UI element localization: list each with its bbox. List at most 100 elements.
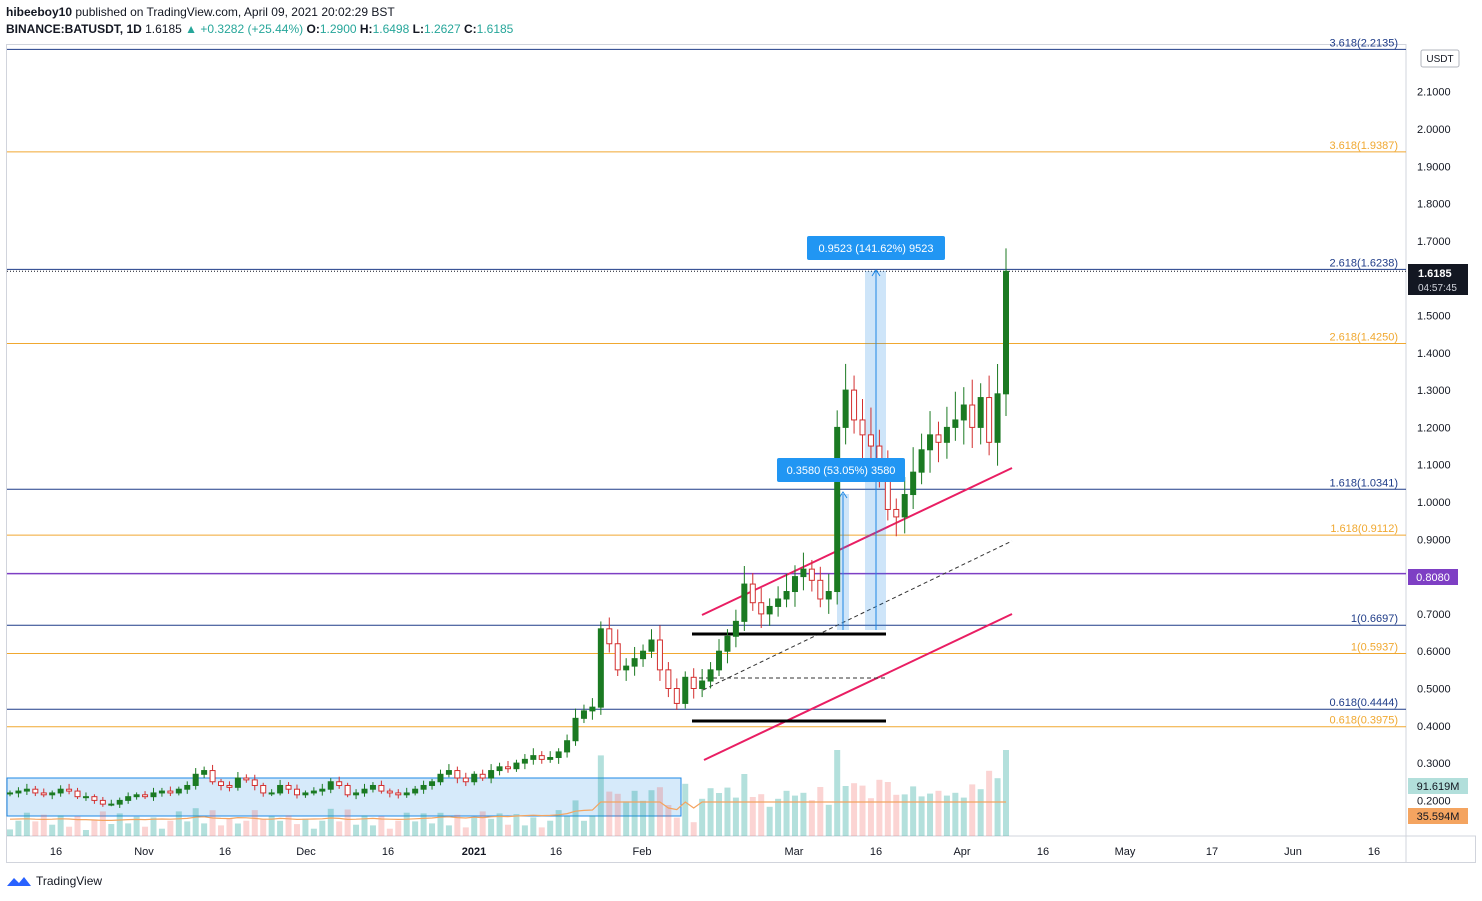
volume-bar [218, 825, 225, 836]
currency-badge[interactable]: USDT [1420, 49, 1460, 68]
candle-body [597, 628, 604, 708]
candle [15, 787, 22, 798]
candle-body [783, 591, 790, 600]
candle-body [369, 784, 376, 790]
candle-body [640, 650, 647, 660]
candle [125, 792, 132, 804]
purple-level-tag: 0.8080 [1408, 569, 1458, 585]
candle-body [158, 790, 165, 794]
candle-body [226, 784, 233, 788]
candle-body [302, 792, 309, 796]
volume-bar [260, 818, 267, 836]
candle-body [910, 471, 917, 496]
volume-bar [716, 793, 723, 836]
candle-body [682, 676, 689, 704]
x-tick-2: 16 [219, 846, 231, 858]
volume-bar [353, 824, 360, 836]
candle-body [791, 576, 798, 593]
volume-value-2: 35.594M [1417, 811, 1460, 823]
last-price: 1.6185 [145, 22, 182, 36]
candle [994, 363, 1001, 466]
price-axis-bg[interactable] [1406, 44, 1476, 836]
fib-label-7: 1(0.5937) [1351, 642, 1398, 654]
candle [766, 598, 773, 626]
last-price-tag: 1.6185 04:57:45 [1408, 264, 1468, 295]
candle [580, 704, 587, 724]
candle-body [125, 796, 132, 801]
volume-bar [732, 797, 739, 836]
candle [910, 447, 917, 509]
price-change: +0.3282 (+25.44%) [200, 22, 304, 36]
volume-tag-2: 35.594M [1408, 808, 1468, 824]
volume-bar [656, 787, 663, 836]
candle-body [353, 792, 360, 796]
candle [783, 573, 790, 608]
candle [201, 766, 208, 779]
volume-bar [589, 815, 596, 836]
author-name[interactable]: hibeeboy10 [6, 5, 73, 19]
candle-body [1003, 270, 1009, 395]
volume-bar [429, 823, 436, 836]
volume-bar [690, 822, 697, 836]
volume-bar [935, 790, 942, 836]
candle [369, 782, 376, 793]
volume-bar [268, 816, 275, 836]
volume-bar [150, 817, 157, 836]
candle-body [386, 790, 393, 794]
candle [7, 790, 13, 797]
fib-label-9: 0.618(0.3975) [1330, 715, 1399, 727]
candle [699, 669, 706, 698]
symbol-label[interactable]: BINANCE:BATUSDT, 1D [6, 22, 142, 36]
volume-bar [293, 824, 300, 836]
candle-body [699, 680, 706, 689]
candle [488, 764, 495, 784]
candle [158, 787, 165, 797]
candle [724, 629, 731, 664]
candle [175, 786, 182, 796]
volume-bar [479, 811, 486, 836]
last-price-value: 1.6185 [1418, 268, 1452, 280]
volume-bar [369, 825, 376, 836]
candle-body [361, 788, 368, 794]
candle [403, 787, 410, 798]
volume-bar [234, 823, 241, 836]
tradingview-footer[interactable]: TradingView [6, 874, 102, 888]
volume-bar [158, 828, 165, 836]
candle-body [817, 579, 824, 600]
volume-bar [395, 820, 402, 836]
x-tick-9: 16 [870, 846, 882, 858]
volume-bar [749, 797, 756, 836]
candle [462, 772, 469, 787]
candle [741, 566, 748, 631]
candle-body [192, 773, 199, 786]
volume-bar [876, 779, 883, 836]
candle [395, 789, 402, 799]
volume-bar [108, 824, 115, 836]
close-value: 1.6185 [476, 22, 514, 36]
volume-bar [783, 790, 790, 836]
candle-body [580, 710, 587, 719]
volume-bar [927, 793, 934, 836]
volume-bar [209, 810, 216, 836]
fib-label-0: 3.618(2.2135) [1330, 37, 1399, 49]
volume-bar [420, 813, 427, 836]
volume-value-1: 91.619M [1417, 781, 1460, 793]
x-tick-13: 17 [1206, 846, 1218, 858]
volume-bar [91, 819, 98, 836]
support-resistance-bars [692, 632, 886, 723]
x-tick-4: 16 [382, 846, 394, 858]
volume-bar [699, 798, 706, 836]
volume-bar [952, 792, 959, 836]
candle-body [547, 757, 554, 760]
volume-bar [201, 823, 208, 836]
candle [631, 646, 638, 676]
volume-bar [775, 798, 782, 836]
candle-body [251, 779, 258, 786]
volume-bar [471, 816, 478, 836]
chart-header: hibeeboy10 published on TradingView.com,… [6, 4, 513, 38]
candle [260, 782, 267, 797]
x-tick-11: 16 [1037, 846, 1049, 858]
y-tick-12: 0.7000 [1417, 609, 1451, 621]
candle-body [555, 751, 562, 759]
